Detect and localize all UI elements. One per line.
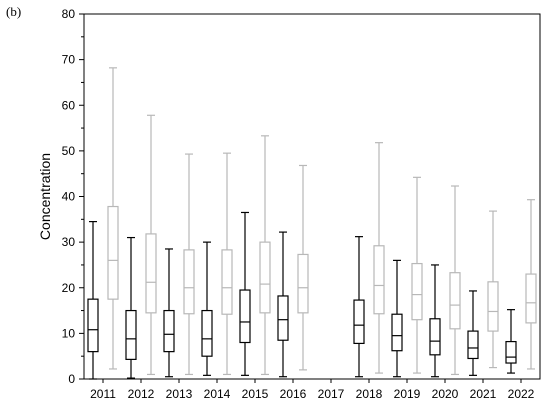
- plot-area: [83, 13, 541, 380]
- box-2019-series-1: [391, 259, 403, 378]
- x-tick-label: 2017: [318, 387, 345, 401]
- y-tick-label: 50: [62, 144, 76, 158]
- y-axis: 0 10 20 30 40 50 60 70 80: [62, 7, 84, 386]
- box-2020-series-2: [449, 185, 461, 376]
- box-2011-series-1: [87, 220, 99, 380]
- box-2013-series-1: [163, 248, 175, 378]
- iqr-box: [221, 249, 233, 315]
- box-2014-series-2: [221, 152, 233, 376]
- iqr-box: [87, 298, 99, 353]
- box-2013-series-2: [183, 153, 195, 376]
- box-2012-series-1: [125, 236, 137, 379]
- box-series: [87, 67, 537, 380]
- iqr-box: [373, 245, 385, 315]
- x-tick-label: 2011: [90, 387, 116, 401]
- x-tick-label: 2015: [242, 387, 269, 401]
- box-2016-series-1: [277, 231, 289, 378]
- box-2015-series-2: [259, 135, 271, 376]
- iqr-box: [145, 233, 157, 314]
- x-tick-label: 2016: [280, 387, 307, 401]
- box-2021-series-1: [467, 290, 479, 376]
- iqr-box: [525, 273, 537, 324]
- box-2011-series-2: [107, 67, 119, 370]
- iqr-box: [411, 262, 423, 321]
- iqr-box: [125, 309, 137, 360]
- x-tick-label: 2019: [394, 387, 421, 401]
- iqr-box: [183, 249, 195, 315]
- x-tick-label: 2020: [432, 387, 459, 401]
- box-2019-series-2: [411, 176, 423, 374]
- iqr-box: [259, 241, 271, 314]
- x-axis: 2011 2012 2013 2014 2015 2016 2017 2018 2019 2020…: [90, 379, 535, 401]
- iqr-box: [201, 309, 213, 357]
- box-2020-series-1: [429, 264, 441, 378]
- iqr-box: [467, 330, 479, 360]
- plot-frame: [83, 13, 541, 380]
- y-tick-label: 80: [62, 7, 76, 21]
- y-tick-label: 30: [62, 235, 76, 249]
- box-2022-series-1: [505, 309, 517, 374]
- box-2021-series-2: [487, 210, 499, 369]
- y-tick-label: 60: [62, 98, 76, 112]
- iqr-box: [391, 313, 403, 352]
- box-2022-series-2: [525, 199, 537, 370]
- box-2018-series-1: [353, 236, 365, 378]
- iqr-box: [239, 289, 251, 344]
- box-2012-series-2: [145, 114, 157, 376]
- iqr-box: [429, 318, 441, 356]
- y-tick-label: 0: [68, 372, 75, 386]
- box-2018-series-2: [373, 142, 385, 374]
- x-tick-label: 2012: [128, 387, 155, 401]
- iqr-box: [297, 253, 309, 314]
- box-2014-series-1: [201, 241, 213, 376]
- iqr-box: [353, 299, 365, 345]
- x-tick-label: 2022: [508, 387, 535, 401]
- iqr-box: [163, 309, 175, 353]
- panel-label: (b): [6, 4, 22, 19]
- y-tick-label: 40: [62, 190, 76, 204]
- iqr-box: [277, 295, 289, 341]
- x-tick-label: 2013: [166, 387, 193, 401]
- x-tick-label: 2021: [470, 387, 497, 401]
- y-axis-title: Concentration: [37, 153, 53, 240]
- box-2015-series-1: [239, 211, 251, 376]
- iqr-box: [107, 205, 119, 300]
- iqr-box: [487, 281, 499, 332]
- x-tick-label: 2014: [204, 387, 231, 401]
- iqr-box: [449, 272, 461, 330]
- box-2016-series-2: [297, 164, 309, 371]
- iqr-box: [505, 340, 517, 364]
- y-tick-label: 20: [62, 281, 76, 295]
- y-tick-label: 70: [62, 53, 76, 67]
- y-tick-label: 10: [62, 326, 76, 340]
- x-tick-label: 2018: [356, 387, 383, 401]
